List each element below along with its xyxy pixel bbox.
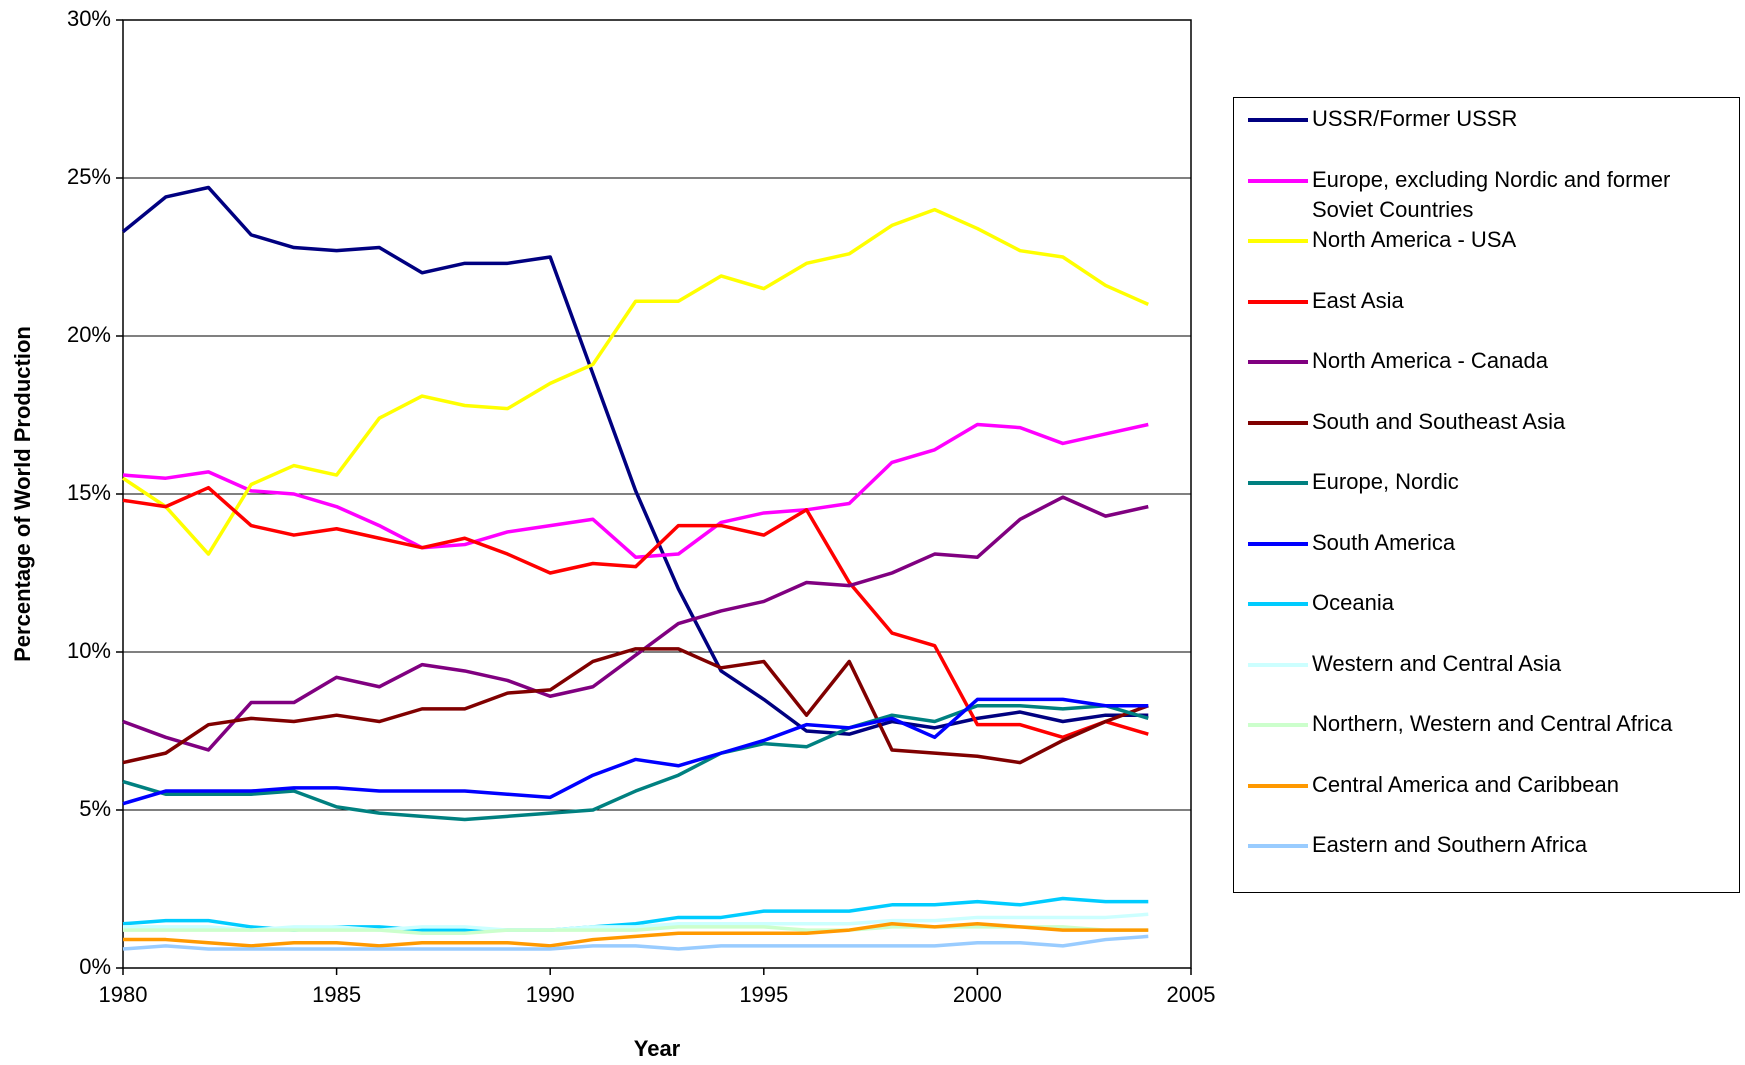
legend-label: USSR/Former USSR [1312,106,1518,131]
x-tick-label: 1990 [526,982,575,1007]
legend-entry: South America [1234,528,1739,588]
legend-entry: Eastern and Southern Africa [1234,830,1739,890]
x-axis-title: Year [634,1036,681,1061]
legend-entry: Europe, excluding Nordic and former Sovi… [1234,165,1739,225]
legend-swatch [1248,723,1308,727]
legend-swatch [1248,541,1308,546]
legend-label: Central America and Caribbean [1312,771,1619,797]
x-tick-label: 1980 [99,982,148,1007]
y-tick-label: 15% [67,480,111,505]
legend-entry: Western and Central Asia [1234,649,1739,709]
legend-entry: Europe, Nordic [1234,467,1739,527]
legend-swatch [1248,783,1308,788]
legend-entry: North America - Canada [1234,346,1739,406]
legend-swatch [1248,360,1308,364]
legend-entry: USSR/Former USSR [1234,104,1739,164]
series-line [122,422,1149,559]
legend-swatch [1248,602,1308,606]
legend-label: Northern, Western and Central Africa [1312,711,1673,736]
legend-label: Western and Central Asia [1312,650,1562,676]
series-line [123,922,1149,948]
series-line [122,703,1149,822]
legend-swatch [1248,420,1308,425]
legend-entry: Northern, Western and Central Africa [1234,709,1739,769]
series-line [123,925,1149,935]
legend-label: Europe, excluding Nordic and former Sovi… [1312,166,1671,222]
y-tick-label: 5% [79,796,111,821]
series-line [122,647,1149,765]
series-line [122,934,1149,951]
legend-label: South America [1312,529,1456,555]
legend-swatch [1248,118,1308,122]
legend-label: South and Southeast Asia [1312,408,1566,434]
legend-entry: Central America and Caribbean [1234,770,1739,830]
y-tick-label: 20% [67,322,111,347]
plot-border [122,19,1192,969]
legend-label: North America - USA [1312,227,1517,252]
legend-entry: Oceania [1234,588,1739,648]
series-line [122,207,1149,556]
legend-label: Eastern and Southern Africa [1312,832,1588,857]
x-tick-label: 1985 [312,982,361,1007]
legend-swatch [1248,239,1308,243]
legend-swatch [1248,178,1308,183]
series-line [123,912,1149,932]
y-axis-title: Percentage of World Production [10,326,35,662]
legend-entry: North America - USA [1234,225,1739,285]
legend-swatch [1248,662,1308,667]
x-tick-label: 2005 [1167,982,1216,1007]
legend-swatch [1248,299,1308,304]
legend-entry: South and Southeast Asia [1234,407,1739,467]
legend-label: East Asia [1312,287,1404,313]
legend: USSR/Former USSR Europe, excluding Nordic… [1233,97,1740,893]
series-line [122,697,1149,806]
legend-entry: East Asia [1234,286,1739,346]
series-line [122,495,1149,752]
series-line [122,485,1149,740]
series-line [121,185,1149,736]
legend-swatch [1248,844,1308,848]
legend-label: Oceania [1312,590,1394,615]
y-tick-label: 0% [79,954,111,979]
y-tick-label: 10% [67,638,111,663]
y-tick-label: 25% [67,164,111,189]
legend-swatch [1248,481,1308,485]
x-tick-label: 1995 [739,982,788,1007]
legend-label: Europe, Nordic [1312,469,1459,494]
legend-label: North America - Canada [1312,348,1548,373]
x-tick-label: 2000 [953,982,1002,1007]
y-tick-label: 30% [67,6,111,31]
